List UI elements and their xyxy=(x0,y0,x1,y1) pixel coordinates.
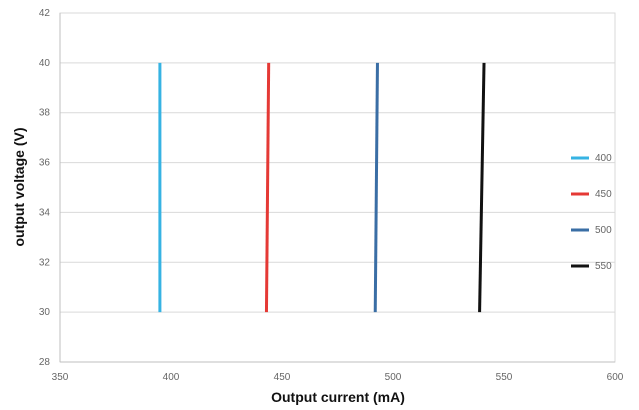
series-line-450 xyxy=(264,62,271,313)
plot-background xyxy=(59,12,616,363)
y-tick-label: 28 xyxy=(39,357,51,368)
grid-lines xyxy=(60,62,615,313)
tick-labels: 28 30 32 34 36 38 40 42 350 400 450 500 550 600 xyxy=(39,8,624,383)
legend-label: 450 xyxy=(595,189,612,200)
legend: 400 450 500 550 xyxy=(571,153,612,272)
legend-item-400: 400 xyxy=(571,153,612,164)
legend-item-500: 500 xyxy=(571,225,612,236)
legend-label: 400 xyxy=(595,153,612,164)
y-tick-label: 34 xyxy=(39,207,51,218)
legend-label: 500 xyxy=(595,225,612,236)
x-tick-label: 500 xyxy=(385,372,402,383)
legend-item-450: 450 xyxy=(571,189,612,200)
x-tick-label: 350 xyxy=(52,372,69,383)
x-axis-title: Output current (mA) xyxy=(271,389,405,405)
series-line-500 xyxy=(373,62,379,313)
x-tick-label: 600 xyxy=(607,372,624,383)
x-tick-label: 550 xyxy=(496,372,513,383)
legend-label: 550 xyxy=(595,261,612,272)
legend-item-550: 550 xyxy=(571,261,612,272)
y-tick-label: 38 xyxy=(39,108,51,119)
y-tick-label: 42 xyxy=(39,8,51,19)
series-lines xyxy=(158,62,486,313)
y-tick-label: 32 xyxy=(39,257,51,268)
series-line-550 xyxy=(478,62,486,313)
y-tick-label: 30 xyxy=(39,307,51,318)
y-tick-label: 36 xyxy=(39,158,51,169)
x-tick-label: 400 xyxy=(163,372,180,383)
y-tick-label: 40 xyxy=(39,58,51,69)
axes xyxy=(59,13,615,363)
x-tick-label: 450 xyxy=(274,372,291,383)
y-axis-title: output voltage (V) xyxy=(11,128,27,247)
